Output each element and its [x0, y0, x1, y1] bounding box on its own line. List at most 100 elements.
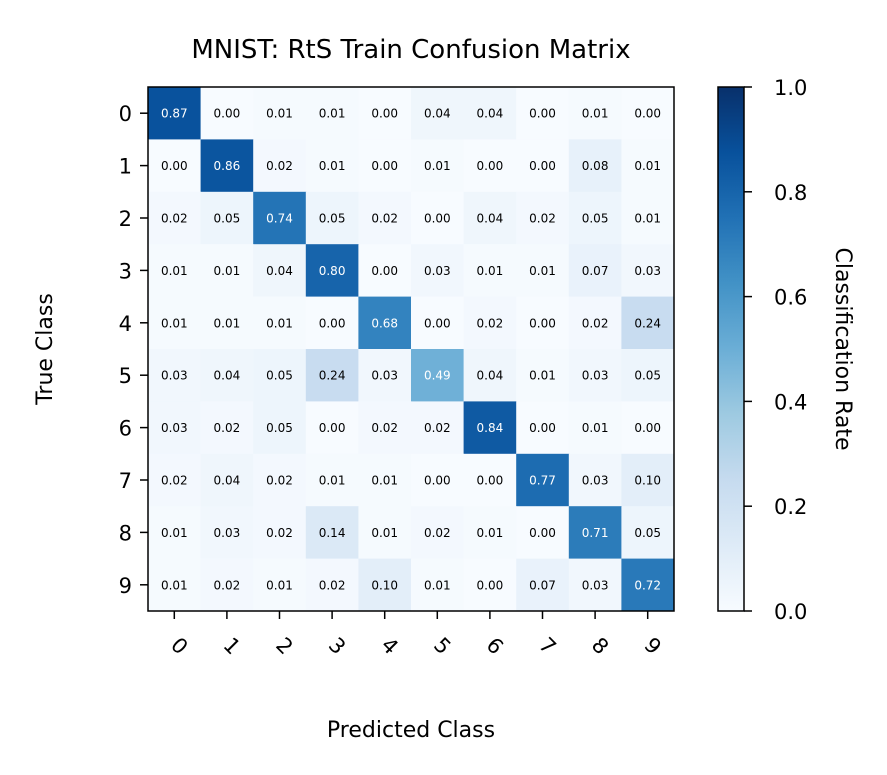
heatmap-cell	[568, 401, 622, 455]
cell-value-label: 0.72	[634, 578, 661, 592]
cell-value-label: 0.00	[477, 159, 504, 173]
heatmap-cell	[411, 87, 465, 140]
cell-value-label: 0.77	[529, 474, 556, 488]
cell-value-label: 0.01	[161, 578, 188, 592]
cell-value-label: 0.02	[161, 474, 188, 488]
cell-value-label: 0.02	[214, 421, 241, 435]
heatmap-cell	[516, 558, 570, 612]
cell-value-label: 0.00	[319, 316, 346, 330]
heatmap-cell	[305, 87, 359, 140]
heatmap-cell	[463, 401, 517, 455]
heatmap-cell	[148, 453, 202, 507]
heatmap-cell	[568, 558, 622, 612]
heatmap-cell	[305, 506, 359, 560]
heatmap-cell	[463, 296, 517, 350]
cell-value-label: 0.01	[214, 264, 241, 278]
heatmap-cell	[463, 506, 517, 560]
cell-value-label: 0.68	[371, 316, 398, 330]
cell-value-label: 0.00	[319, 421, 346, 435]
colorbar-tick-label: 0.4	[774, 390, 807, 414]
colorbar-tick-label: 1.0	[774, 76, 807, 100]
y-tick-label: 7	[119, 469, 132, 493]
heatmap-cell	[358, 401, 412, 455]
cell-value-label: 0.00	[529, 107, 556, 121]
cell-value-label: 0.00	[477, 474, 504, 488]
cell-value-label: 0.00	[529, 159, 556, 173]
x-tick-label: 2	[271, 633, 297, 659]
heatmap-cell	[148, 558, 202, 612]
cell-value-label: 0.84	[477, 421, 504, 435]
heatmap-cell	[358, 349, 412, 402]
colorbar-tick-label: 0.2	[774, 495, 807, 519]
heatmap-cell	[148, 87, 202, 140]
x-tick-label: 9	[639, 633, 665, 659]
cell-value-label: 0.00	[424, 474, 451, 488]
heatmap-cell	[516, 296, 570, 350]
cell-value-label: 0.02	[424, 526, 451, 540]
cell-value-label: 0.01	[477, 264, 504, 278]
heatmap-cell	[516, 191, 570, 245]
cell-value-label: 0.00	[477, 578, 504, 592]
heatmap-cell	[305, 401, 359, 455]
heatmap-cell	[200, 349, 254, 402]
heatmap-cell	[305, 139, 359, 193]
heatmap-cell	[305, 349, 359, 402]
heatmap-cell	[200, 139, 254, 193]
chart-title: MNIST: RtS Train Confusion Matrix	[191, 35, 630, 65]
heatmap-cell	[516, 139, 570, 193]
cell-value-label: 0.02	[214, 578, 241, 592]
heatmap-cell	[621, 401, 675, 455]
heatmap-cell	[463, 191, 517, 245]
heatmap-cell	[568, 139, 622, 193]
cell-value-label: 0.04	[477, 107, 504, 121]
heatmap-cell	[463, 139, 517, 193]
heatmap-cell	[463, 87, 517, 140]
colorbar-tick-label: 0.6	[774, 286, 807, 310]
plot-frame	[147, 86, 675, 612]
heatmap-cell	[516, 506, 570, 560]
y-axis-ticks: 0 1 2 3 4 5 6 7 8 9	[119, 102, 148, 598]
colorbar-label: Classification Rate	[830, 247, 855, 450]
cell-labels: 0.87 0.00 0.01 0.01 0.00 0.04 0.04 0.00 0.01 0.00…	[161, 107, 661, 593]
heatmap-cell	[411, 244, 465, 298]
y-tick-label: 1	[119, 155, 132, 179]
cell-value-label: 0.03	[582, 369, 609, 383]
heatmap-cell	[516, 401, 570, 455]
heatmap-cell	[148, 139, 202, 193]
heatmap-cell	[305, 453, 359, 507]
heatmap-cell	[568, 349, 622, 402]
cell-value-label: 0.01	[266, 107, 293, 121]
cell-value-label: 0.02	[371, 212, 398, 226]
cell-value-label: 0.08	[582, 159, 609, 173]
cell-value-label: 0.03	[214, 526, 241, 540]
colorbar-ticks: 0.0 0.2 0.4 0.6 0.8 1.0	[744, 76, 807, 624]
heatmap-cells	[148, 87, 675, 612]
x-tick-label: 4	[376, 633, 402, 659]
cell-value-label: 0.01	[266, 578, 293, 592]
heatmap-cell	[463, 558, 517, 612]
cell-value-label: 0.02	[424, 421, 451, 435]
heatmap-cell	[516, 453, 570, 507]
cell-value-label: 0.00	[371, 107, 398, 121]
heatmap-cell	[621, 349, 675, 402]
cell-value-label: 0.05	[634, 369, 661, 383]
cell-value-label: 0.01	[582, 107, 609, 121]
cell-value-label: 0.05	[634, 526, 661, 540]
cell-value-label: 0.00	[634, 107, 661, 121]
cell-value-label: 0.05	[214, 212, 241, 226]
heatmap-cell	[358, 453, 412, 507]
x-tick-label: 6	[482, 633, 508, 659]
heatmap-cell	[621, 296, 675, 350]
heatmap-cell	[411, 558, 465, 612]
cell-value-label: 0.00	[529, 316, 556, 330]
heatmap-cell	[148, 296, 202, 350]
colorbar-frame	[717, 86, 745, 612]
heatmap-cell	[358, 296, 412, 350]
heatmap-cell	[463, 349, 517, 402]
y-tick-label: 3	[119, 259, 132, 283]
cell-value-label: 0.14	[319, 526, 346, 540]
cell-value-label: 0.00	[214, 107, 241, 121]
cell-value-label: 0.04	[424, 107, 451, 121]
cell-value-label: 0.01	[371, 474, 398, 488]
